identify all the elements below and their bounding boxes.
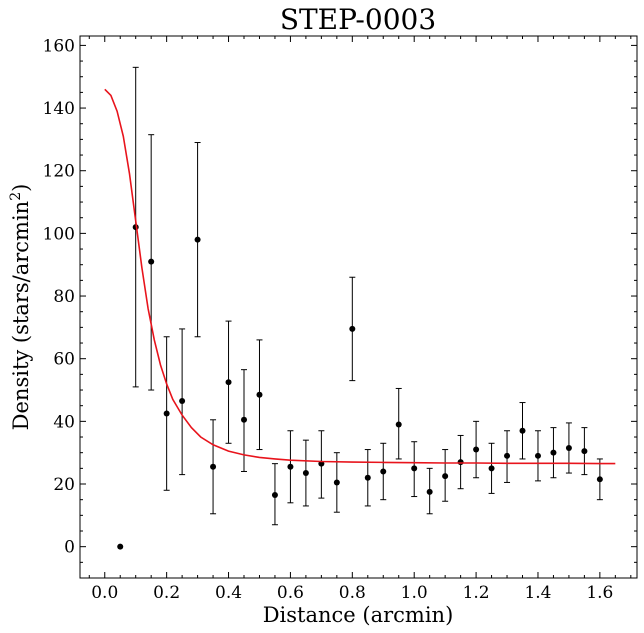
data-point-marker <box>241 416 248 423</box>
data-point <box>163 336 170 491</box>
data-point <box>550 427 557 479</box>
x-tick-label: 0.8 <box>339 583 366 603</box>
data-point <box>504 430 511 483</box>
y-tick-label: 20 <box>53 475 75 495</box>
data-point-marker <box>302 470 309 477</box>
data-point-marker <box>349 325 356 332</box>
data-point <box>411 441 418 498</box>
fit-curve-line <box>104 88 616 465</box>
data-point-marker <box>473 446 480 453</box>
chart-title: STEP-0003 <box>280 3 436 36</box>
data-point-marker <box>364 474 371 481</box>
data-point <box>302 439 309 507</box>
data-point-marker <box>148 258 155 265</box>
data-point-marker <box>380 468 387 475</box>
data-point-marker <box>287 463 294 470</box>
y-axis-label-close: ) <box>9 184 33 192</box>
data-point <box>534 430 541 482</box>
data-point-marker <box>117 543 124 550</box>
y-axis-label-main: Density (stars/arcmin <box>9 201 33 431</box>
data-point <box>271 463 278 526</box>
x-tick-label: 1.4 <box>524 583 551 603</box>
data-point <box>179 328 186 476</box>
data-point <box>426 467 433 515</box>
data-point-marker <box>225 379 232 386</box>
data-point-marker <box>179 397 186 404</box>
data-point <box>380 442 387 501</box>
data-point-marker <box>210 463 217 470</box>
x-tick-label: 1.0 <box>401 583 428 603</box>
data-point <box>596 458 603 501</box>
x-tick-label: 0.4 <box>215 583 242 603</box>
data-point-marker <box>194 236 201 243</box>
y-tick-label: 120 <box>43 162 75 182</box>
data-point <box>565 422 572 474</box>
data-point-marker <box>271 491 278 498</box>
y-tick-label: 160 <box>43 36 75 56</box>
data-point <box>488 442 495 494</box>
data-point <box>256 339 263 451</box>
data-point-marker <box>534 452 541 459</box>
x-tick-label: 0.6 <box>277 583 304 603</box>
axis-ticks: 0.0 0.2 0.4 0.6 0.8 1.0 1.2 1.4 1.6 0 20 40 60 80 100 1… <box>43 36 637 603</box>
y-tick-label: 40 <box>53 412 75 432</box>
data-point-marker <box>581 448 588 455</box>
data-point <box>194 142 201 338</box>
data-point <box>364 449 371 507</box>
data-point <box>333 452 340 513</box>
data-point <box>473 420 480 479</box>
data-point-marker <box>550 449 557 456</box>
data-point <box>225 320 232 444</box>
data-point-marker <box>256 391 263 398</box>
data-point-marker <box>457 459 464 466</box>
data-point <box>442 449 449 502</box>
plot-frame <box>79 35 638 579</box>
data-point-marker <box>163 410 170 417</box>
x-tick-label: 0.0 <box>91 583 118 603</box>
data-point-marker <box>442 473 449 480</box>
data-point-marker <box>411 465 418 472</box>
data-point-marker <box>519 427 526 434</box>
y-axis-label: Density (stars/arcmin2) <box>8 184 33 431</box>
y-tick-label: 140 <box>43 99 75 119</box>
data-point-marker <box>565 444 572 451</box>
data-point-marker <box>488 465 495 472</box>
data-point-marker <box>596 476 603 483</box>
data-point <box>395 387 402 460</box>
y-tick-label: 100 <box>43 224 75 244</box>
data-point-marker <box>395 421 402 428</box>
x-tick-label: 1.6 <box>586 583 613 603</box>
x-tick-label: 0.2 <box>153 583 180 603</box>
y-tick-label: 80 <box>53 287 75 307</box>
data-point <box>349 276 356 382</box>
y-axis-label-superscript: 2 <box>8 192 24 201</box>
data-point-marker <box>426 488 433 495</box>
x-tick-label: 1.2 <box>463 583 490 603</box>
data-point <box>117 543 124 550</box>
data-point <box>148 134 155 391</box>
data-point <box>210 419 217 515</box>
y-tick-label: 0 <box>64 538 75 558</box>
plot-marks <box>104 66 616 550</box>
data-point <box>581 427 588 476</box>
data-point <box>519 402 526 460</box>
x-axis-label: Distance (arcmin) <box>263 603 454 627</box>
data-point <box>287 430 294 504</box>
y-tick-label: 60 <box>53 350 75 370</box>
data-point-marker <box>504 452 511 459</box>
data-point-marker <box>333 479 340 486</box>
